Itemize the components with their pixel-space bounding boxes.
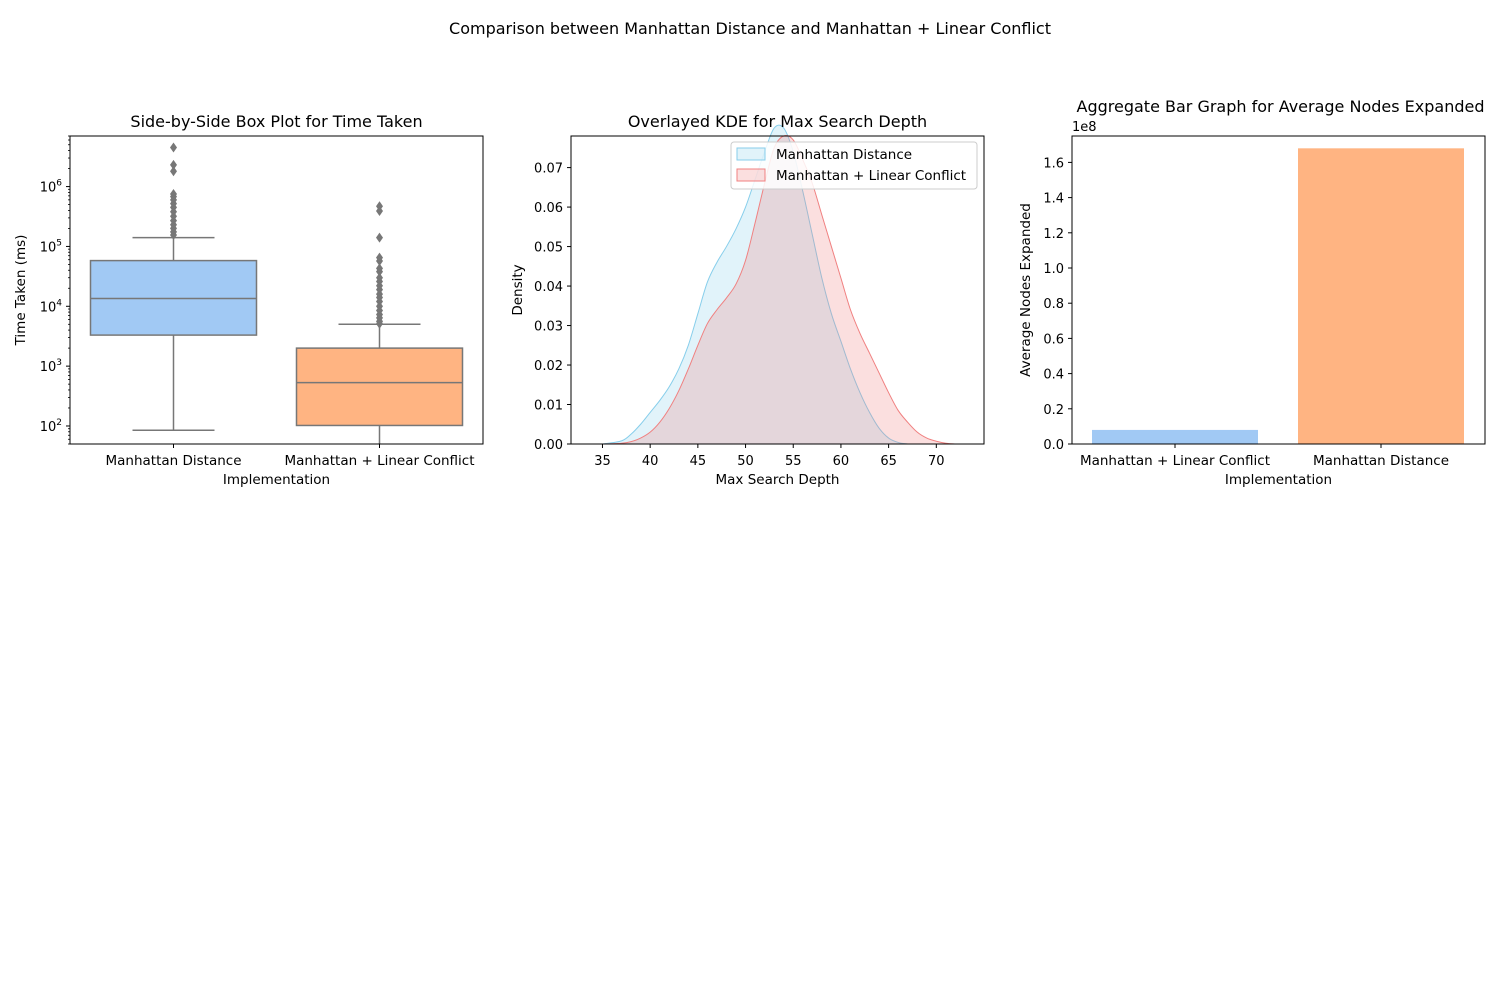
y-tick-label: 0.6 — [1043, 332, 1064, 347]
y-tick-label: 104 — [40, 298, 63, 315]
x-tick-label: 45 — [690, 454, 707, 469]
y-tick-label: 103 — [40, 358, 62, 375]
outlier-point — [376, 206, 383, 217]
outlier-point — [376, 318, 383, 329]
x-tick-label: 70 — [928, 454, 945, 469]
x-axis-label: Max Search Depth — [716, 472, 840, 488]
bar-manhattan-distance — [1298, 148, 1464, 444]
y-tick-label: 0.00 — [534, 438, 563, 453]
outlier-point — [376, 256, 383, 267]
legend-swatch — [736, 147, 766, 161]
outlier-point — [376, 266, 383, 277]
y-tick-label: 0.8 — [1043, 297, 1064, 312]
y-tick-label: 105 — [40, 238, 62, 255]
y-tick-label: 0.02 — [534, 359, 563, 374]
bar-manhattan-linear-conflict — [1092, 429, 1258, 444]
y-axis-label: Time Taken (ms) — [13, 235, 29, 347]
kde-panel: Overlayed KDE for Max Search Depth 0.00 0.… — [510, 112, 985, 488]
y-tick-label: 0.07 — [534, 162, 563, 177]
bar-chart-title: Aggregate Bar Graph for Average Nodes Ex… — [1077, 97, 1485, 116]
axes-frame — [69, 135, 484, 445]
x-tick-label: Manhattan Distance — [1313, 453, 1449, 469]
box-manhattan-distance — [89, 142, 258, 431]
y-tick-label: 0.0 — [1043, 438, 1064, 453]
legend-frame — [730, 141, 978, 190]
legend-label: Manhattan + Linear Conflict — [776, 168, 966, 184]
box-manhattan-linear-conflict — [295, 201, 464, 444]
bar-chart-panel: Aggregate Bar Graph for Average Nodes Ex… — [1018, 97, 1486, 488]
legend-label: Manhattan Distance — [776, 147, 912, 163]
outlier-point — [170, 142, 177, 153]
axes-frame — [1071, 135, 1486, 445]
outlier-point — [170, 230, 177, 241]
y-tick-label: 1.0 — [1043, 262, 1064, 277]
y-tick-label: 0.03 — [534, 320, 563, 335]
axes-frame — [570, 135, 985, 445]
y-tick-label: 0.05 — [534, 241, 563, 256]
y-tick-label: 0.01 — [534, 399, 563, 414]
y-offset-label: 1e8 — [1072, 120, 1097, 135]
box-plot-panel: Side-by-Side Box Plot for Time Taken 102 1… — [13, 112, 484, 488]
x-tick-label: 50 — [737, 454, 754, 469]
x-tick-label: 55 — [785, 454, 802, 469]
outlier-point — [170, 166, 177, 177]
y-axis-label: Density — [510, 264, 526, 315]
box-plot-title: Side-by-Side Box Plot for Time Taken — [130, 112, 422, 131]
y-tick-label: 1.2 — [1043, 227, 1064, 242]
outlier-point — [376, 232, 383, 243]
y-tick-label: 1.4 — [1043, 192, 1064, 207]
x-tick-label: 35 — [594, 454, 611, 469]
kde-area — [602, 135, 956, 444]
figure-suptitle: Comparison between Manhattan Distance an… — [449, 19, 1051, 38]
y-axis-label: Average Nodes Expanded — [1018, 203, 1034, 377]
y-tick-label: 106 — [40, 179, 63, 196]
x-axis-label: Implementation — [223, 472, 330, 488]
interquartile-box — [295, 347, 464, 427]
kde-legend: Manhattan Distance Manhattan + Linear Con… — [730, 141, 978, 190]
x-tick-label: 65 — [880, 454, 897, 469]
x-tick-label: 60 — [833, 454, 850, 469]
x-tick-label: Manhattan Distance — [105, 453, 241, 469]
y-tick-label: 102 — [40, 418, 62, 435]
y-tick-label: 0.2 — [1043, 403, 1064, 418]
kde-title: Overlayed KDE for Max Search Depth — [628, 112, 927, 131]
y-tick-label: 0.04 — [534, 280, 563, 295]
y-tick-label: 0.06 — [534, 201, 563, 216]
kde-area — [602, 125, 908, 445]
outlier-point — [170, 159, 177, 170]
x-tick-label: Manhattan + Linear Conflict — [1080, 453, 1270, 469]
y-tick-label: 1.6 — [1043, 156, 1064, 171]
legend-swatch — [736, 168, 766, 182]
y-tick-label: 0.4 — [1043, 368, 1064, 383]
x-tick-label: Manhattan + Linear Conflict — [284, 453, 474, 469]
x-axis-label: Implementation — [1225, 472, 1332, 488]
x-tick-label: 40 — [642, 454, 659, 469]
